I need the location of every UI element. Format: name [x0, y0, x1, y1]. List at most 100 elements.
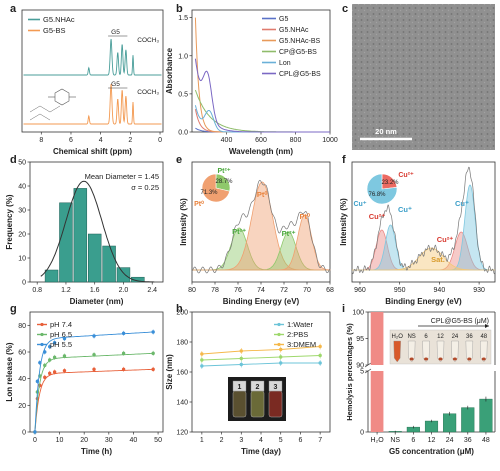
panel-i-inset-label: 48	[480, 334, 487, 340]
panel-i-xtick-label: 12	[428, 437, 436, 444]
panel-i-xtick-label: 24	[446, 437, 454, 444]
panel-letter-a: a	[10, 3, 17, 15]
panel-f-xtick-label: 950	[394, 287, 406, 294]
panel-b-ytick-label: 1.5	[178, 15, 188, 22]
panel-g-xtick-label: 0	[33, 437, 37, 444]
panel-f-xlabel: Binding Energy (eV)	[385, 297, 462, 306]
panel-h-legend-label: 2:PBS	[287, 330, 308, 339]
panel-i-bar-upper	[370, 312, 384, 365]
panel-h-legend-marker	[277, 322, 281, 327]
panel-d-annot-mean: Mean Diameter = 1.45	[85, 172, 159, 181]
panel-i-tube	[393, 340, 401, 363]
panel-d-gaussian-fit	[40, 180, 155, 283]
panel-b-xlabel: Wavelength (nm)	[229, 147, 293, 156]
panel-letter-h: h	[176, 303, 183, 315]
panel-g-ylabel: Lon release (%)	[5, 342, 14, 401]
panel-h-line	[201, 346, 321, 355]
panel-h-vial-label: 3	[274, 384, 278, 391]
panel-b-legend-label: G5	[279, 16, 288, 23]
panel-i-tube	[465, 340, 474, 363]
panel-a-xtick-label: 6	[69, 137, 73, 144]
panel-i-bar-lower	[370, 371, 384, 432]
panel-b-ytick-label: 0.0	[178, 130, 188, 137]
panel-b-curve-g5-nhac	[194, 108, 330, 133]
panel-e-peak-fill	[192, 214, 331, 271]
panel-g-ytick-label: 60	[18, 350, 26, 357]
panel-g-legend-marker	[40, 342, 44, 347]
panel-d-bar	[73, 188, 88, 283]
panel-e-raw-envelope	[191, 179, 331, 274]
panel-letter-f: f	[342, 154, 346, 166]
panel-i-inset-label: 36	[466, 334, 473, 340]
panel-g-curve	[34, 352, 154, 433]
panel-i-xlabel: G5 concentration (μM)	[389, 447, 474, 456]
panel-a-frame	[21, 9, 164, 133]
panel-h-xtick-label: 1	[200, 437, 204, 444]
panel-e-xtick-label: 70	[303, 287, 311, 294]
panel-i-inset-label: 24	[452, 334, 459, 340]
panel-i-bar	[461, 407, 475, 433]
panel-e-peak-label: Pt²⁺	[232, 227, 246, 236]
panel-f-frame	[351, 161, 496, 283]
panel-e-pie-slice	[215, 173, 231, 192]
panel-i-inset-arrowhead	[485, 324, 489, 328]
panel-h-vial-cap	[268, 380, 283, 392]
panel-i-ylabel: Hemolysis percentages (%)	[345, 323, 354, 421]
panel-e-pie-label: Pt⁰	[194, 200, 204, 208]
panel-d-xtick-label: 1.2	[61, 287, 71, 294]
panel-b-ytick-label: 0.5	[178, 91, 188, 98]
panel-letter-i: i	[342, 303, 345, 315]
panel-i-inset-title: CPL@G5-BS (μM)	[431, 318, 489, 325]
panel-g-ytick-label: 20	[18, 403, 26, 410]
panel-i-tube	[407, 340, 416, 363]
panel-i-tube-pellet	[409, 357, 414, 361]
panel-g-legend-marker	[40, 322, 44, 327]
panel-i-inset-label: NS	[407, 334, 415, 340]
panel-e-xlabel: Binding Energy (eV)	[223, 297, 300, 306]
panel-d-bar	[116, 267, 131, 283]
panel-d-bar	[131, 276, 145, 283]
panel-e-xtick-label: 76	[234, 287, 242, 294]
panel-g-xtick-label: 30	[105, 437, 113, 444]
panel-d-annot-sigma: σ = 0.25	[131, 183, 159, 192]
panel-i-tube-pellet	[481, 357, 486, 361]
panel-b-legend-label: G5.NHAc-BS	[279, 38, 321, 45]
panel-h-line	[201, 362, 321, 367]
panel-h-legend-marker	[277, 332, 281, 337]
panel-c-tem-image	[352, 4, 495, 150]
panel-f-peak-label: Sat.	[431, 255, 445, 264]
panel-d-bar	[87, 233, 102, 283]
panel-f-peak-label: Cu²⁺	[437, 235, 453, 244]
panel-d-ytick-label: 10	[18, 256, 26, 263]
panel-a-annot-g5-bottom: G5	[111, 81, 120, 88]
panel-h-xtick-label: 4	[259, 437, 263, 444]
panel-d-ytick-label: 0	[22, 280, 26, 287]
panel-i-tube-pellet	[467, 357, 472, 361]
panel-i-tube	[480, 340, 488, 363]
panel-a-spectrum-g5-nhac	[23, 38, 162, 76]
panel-e-pie-value: 28.7%	[215, 179, 233, 185]
panel-f-ylabel: Intensity (%)	[339, 198, 348, 246]
panel-d-ytick-label: 50	[18, 160, 26, 167]
panel-e-xtick-label: 80	[188, 287, 196, 294]
panel-i-tube-pellet	[452, 357, 457, 361]
panel-f-raw-envelope	[351, 166, 495, 275]
panel-g-xtick-label: 50	[154, 437, 162, 444]
panel-e-xtick-label: 72	[280, 287, 288, 294]
panel-letter-b: b	[176, 3, 183, 15]
panel-f-xtick-label: 930	[473, 287, 485, 294]
panel-h-xtick-label: 2	[220, 437, 224, 444]
panel-a-spectrum-g5-bs	[23, 83, 162, 125]
panel-a-xlabel: Chemical shift (ppm)	[53, 147, 132, 156]
panel-h-legend-label: 1:Water	[287, 320, 313, 329]
panel-b-legend-label: CP@G5-BS	[279, 49, 317, 56]
panel-d-xtick-label: 1.6	[90, 287, 100, 294]
panel-f-peak-fill	[352, 247, 495, 271]
panel-letter-c: c	[342, 3, 348, 15]
panel-f-pie-slice	[366, 173, 398, 205]
panel-g-xtick-label: 10	[56, 437, 64, 444]
panel-i-ytick-label: 0	[360, 430, 364, 437]
panel-g-legend-label: pH 5.5	[50, 340, 72, 349]
